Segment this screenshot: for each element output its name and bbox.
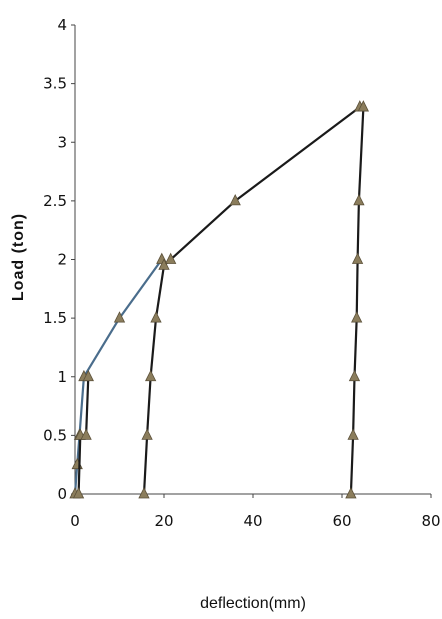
data-point-marker [351,252,364,264]
data-point-marker [82,369,94,382]
y-axis-title: Load (ton) [10,213,27,301]
data-point-marker [347,428,359,440]
series-layer [69,100,370,499]
data-point-marker [80,428,92,440]
x-tick-label: 80 [421,512,440,530]
data-point-marker [145,369,157,382]
y-tick-labels: 0 0.5 1 1.5 2 2.5 3 3.5 4 [43,16,67,503]
x-axis-title: deflection(mm) [200,595,306,612]
y-tick-label: 1 [57,368,67,386]
series-line [142,106,361,495]
x-tick-label: 20 [154,512,173,530]
data-point-marker [351,311,363,323]
series-2 [72,369,94,499]
y-tick-label: 1.5 [43,309,67,327]
y-tick-label: 0.5 [43,426,67,444]
x-tick-label: 0 [70,512,80,530]
y-tick-label: 3 [57,133,67,151]
y-tick-label: 3.5 [43,75,67,93]
data-point-marker [138,487,150,499]
series-line [73,258,163,495]
x-tick-label: 40 [243,512,262,530]
data-point-marker [165,252,177,264]
data-point-marker [141,428,153,440]
data-point-marker [150,311,162,323]
series-3 [138,100,366,499]
data-point-marker [229,193,241,206]
data-point-marker [357,100,370,112]
y-tick-label: 2 [57,251,67,269]
data-point-marker [348,369,361,382]
data-point-marker [353,193,365,206]
data-point-marker [345,487,357,499]
data-point-marker [113,311,126,323]
x-tick-label: 60 [332,512,351,530]
data-point-marker [71,457,83,470]
x-tick-labels: 0 20 40 60 80 [70,512,440,530]
axes [71,24,432,498]
y-tick-label: 4 [57,16,67,34]
y-tick-label: 0 [57,485,67,503]
data-point-marker [158,258,170,270]
series-4 [345,100,370,499]
data-point-marker [72,487,85,499]
y-tick-label: 2.5 [43,192,67,210]
